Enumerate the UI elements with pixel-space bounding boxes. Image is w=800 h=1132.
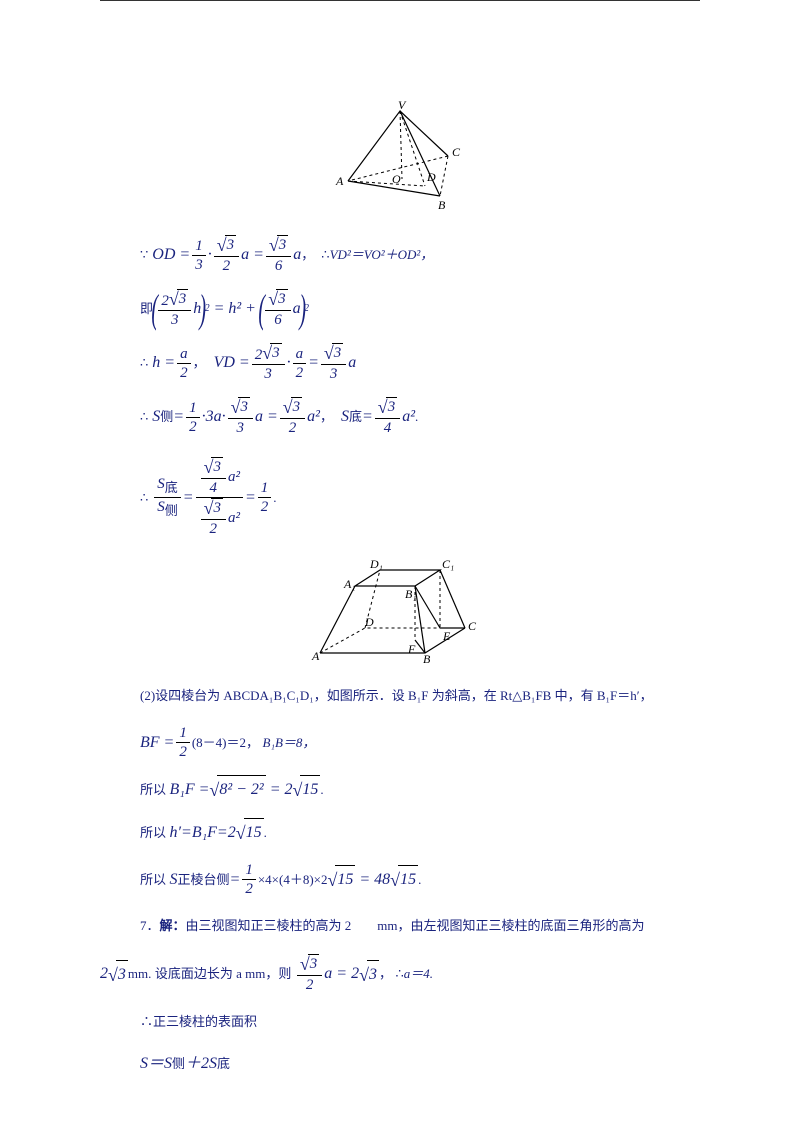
svg-text:B: B	[423, 652, 431, 666]
equation-9: 所以 S正棱台侧 = 12 ×4×(4＋8)×2 15 = 48 15 .	[100, 861, 700, 898]
text-part2: (2)设四棱台为 ABCDA₁B₁C₁D₁，如图所示．设 B₁F 为斜高，在 R…	[100, 682, 700, 710]
label-O: O	[392, 172, 401, 186]
equation-8: 所以 h′=B₁F=215 .	[100, 818, 700, 847]
svg-text:C: C	[468, 619, 477, 633]
label-V: V	[398, 101, 407, 112]
svg-text:D₁: D₁	[369, 558, 383, 571]
svg-text:A₁: A₁	[343, 577, 356, 591]
svg-text:D: D	[364, 615, 374, 629]
page-top-rule	[100, 0, 700, 1]
problem-7-text: 7． 解： 由三视图知正三棱柱的高为 2 mm，由左视图知正三棱柱的底面三角形的…	[100, 912, 700, 940]
equation-5: ∴ S底 S侧 = 34a² 32a² = 12 .	[100, 457, 700, 538]
label-B: B	[438, 198, 446, 212]
equation-6: BF = 12 (8－4)＝2 ， B₁B＝8，	[100, 724, 700, 761]
equation-4: ∴ S侧 = 12 ·3a· 33 a = 32 a² ， S底 = 34 a²…	[100, 397, 700, 437]
equation-3: ∴ h = a2 ， VD = 233 · a2 = 33 a	[100, 343, 700, 383]
text-surface-area: ∴正三棱柱的表面积	[100, 1008, 700, 1036]
figure-frustum: A B C D A₁ B₁ C₁ D₁ E F	[100, 558, 700, 668]
figure-pyramid: V A B C D O	[100, 101, 700, 221]
equation-7: 所以 B₁F = 8² − 2² = 2 15 .	[100, 775, 700, 804]
label-A: A	[335, 174, 344, 188]
equation-2: 即 ( 233 h )2 = h² + ( 36 a )2	[100, 289, 700, 329]
document-page: V A B C D O ∵ OD = 13 · 32 a = 36 a ， ∴ …	[0, 51, 800, 1132]
equation-1: ∵ OD = 13 · 32 a = 36 a ， ∴ VD²＝VO²＋OD²，	[100, 235, 700, 275]
svg-text:B₁: B₁	[405, 587, 417, 601]
svg-text:E: E	[442, 629, 451, 643]
svg-text:F: F	[407, 642, 416, 656]
equation-10: 23 mm. 设底面边长为 a mm，则 32 a = 2 3 ， ∴ a＝4.	[100, 954, 700, 994]
svg-text:A: A	[311, 649, 320, 663]
label-C: C	[452, 145, 461, 159]
equation-12: S＝S侧 ＋2S底	[100, 1050, 700, 1078]
svg-text:C₁: C₁	[442, 558, 454, 571]
label-D: D	[426, 170, 436, 184]
